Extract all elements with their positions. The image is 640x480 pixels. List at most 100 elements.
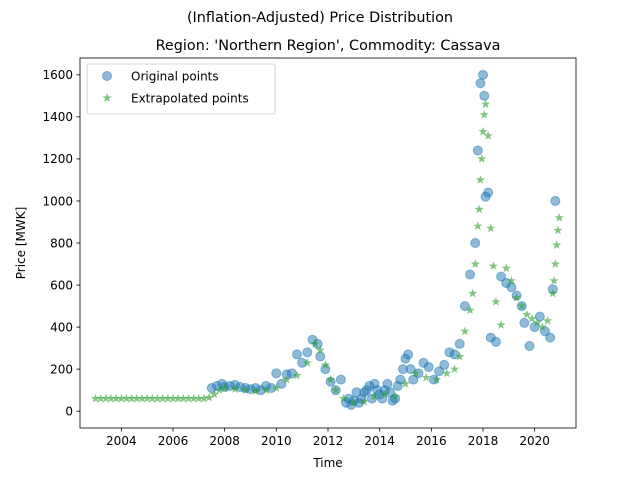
- original-point: [490, 336, 501, 347]
- extrapolated-point: [338, 393, 349, 403]
- original-point: [405, 364, 416, 375]
- extrapolated-point: [158, 393, 168, 403]
- extrapolated-point: [517, 301, 527, 310]
- extrapolated-point: [189, 393, 199, 403]
- original-point: [475, 78, 486, 89]
- extrapolated-point: [315, 345, 325, 355]
- y-tick-label: 400: [50, 320, 73, 334]
- extrapolated-point: [199, 393, 209, 403]
- original-point: [472, 145, 483, 156]
- legend: Original points Extrapolated points: [86, 63, 276, 115]
- extrapolated-point: [214, 385, 225, 395]
- legend-star-shape: [102, 93, 112, 103]
- extrapolated-point: [111, 393, 121, 403]
- extrapolated-point: [548, 288, 558, 298]
- extrapolated-point: [483, 130, 493, 140]
- extrapolated-point: [522, 309, 532, 319]
- legend-frame: [86, 63, 276, 115]
- legend-label-original: Original points: [131, 70, 219, 84]
- extrapolated-point: [168, 393, 178, 403]
- extrapolated-point: [455, 351, 465, 361]
- y-tick-label: 200: [50, 362, 73, 376]
- original-point: [395, 374, 406, 385]
- original-point: [519, 317, 530, 328]
- extrapolated-point: [261, 385, 271, 395]
- extrapolated-point: [209, 389, 219, 399]
- original-point: [459, 301, 470, 312]
- extrapolated-point: [474, 204, 484, 214]
- original-point: [454, 338, 465, 349]
- original-point: [506, 282, 517, 293]
- extrapolated-point: [147, 393, 157, 403]
- extrapolated-point: [132, 393, 142, 403]
- extrapolated-point: [349, 397, 359, 407]
- original-point: [449, 349, 460, 360]
- extrapolated-point: [163, 393, 173, 403]
- extrapolated-point: [460, 326, 470, 336]
- extrapolated-point: [506, 276, 516, 285]
- extrapolated-point: [121, 393, 132, 403]
- original-point: [550, 195, 561, 206]
- original-point: [335, 374, 346, 385]
- original-point: [403, 349, 414, 360]
- extrapolated-point: [400, 379, 411, 388]
- x-tick-label: 2004: [106, 434, 137, 448]
- extrapolated-point: [137, 393, 147, 403]
- original-point: [524, 341, 535, 352]
- extrapolated-point: [552, 240, 562, 249]
- extrapolated-point: [101, 393, 111, 403]
- original-point: [292, 349, 302, 360]
- x-tick-label: 2014: [364, 434, 395, 448]
- extrapolated-point: [220, 383, 230, 392]
- original-point: [382, 378, 393, 389]
- original-point: [423, 362, 434, 373]
- extrapolated-point: [532, 318, 542, 327]
- extrapolated-point: [411, 368, 421, 378]
- y-tick-label: 0: [65, 404, 73, 418]
- y-tick-label: 1000: [42, 194, 73, 208]
- extrapolated-point: [240, 385, 250, 395]
- original-point: [434, 366, 445, 377]
- extrapolated-point: [331, 385, 341, 395]
- extrapolated-point: [251, 386, 261, 396]
- extrapolated-point: [310, 339, 320, 348]
- original-point: [534, 311, 545, 322]
- extrapolated-point: [450, 364, 460, 374]
- extrapolated-point: [326, 374, 336, 384]
- plot-points: [90, 69, 564, 410]
- original-point: [545, 332, 556, 343]
- extrapolated-point: [431, 374, 442, 384]
- original-point: [479, 90, 490, 101]
- y-axis-label: Price [MWK]: [14, 207, 28, 280]
- extrapolated-point: [369, 391, 380, 401]
- x-tick-label: 2010: [261, 434, 292, 448]
- extrapolated-point: [491, 297, 501, 306]
- extrapolated-point: [486, 223, 496, 233]
- original-point: [302, 347, 313, 358]
- extrapolated-point: [106, 393, 116, 403]
- extrapolated-point: [421, 372, 431, 382]
- extrapolated-point: [475, 175, 485, 184]
- original-point: [315, 351, 326, 362]
- extrapolated-point: [512, 292, 522, 302]
- y-axis-ticks: 0 200 400 600 800 1000 1200 1400 1600: [42, 68, 80, 418]
- extrapolated-point: [554, 212, 564, 222]
- extrapolated-point: [178, 393, 188, 403]
- extrapolated-point: [204, 392, 214, 402]
- chart-suptitle: (Inflation-Adjusted) Price Distribution: [187, 10, 453, 26]
- extrapolated-point: [481, 99, 491, 109]
- extrapolated-point: [496, 320, 506, 329]
- extrapolated-point: [359, 396, 369, 406]
- extrapolated-point: [183, 393, 194, 403]
- y-tick-label: 1600: [42, 68, 73, 82]
- y-tick-label: 1200: [42, 152, 73, 166]
- extrapolated-point: [549, 276, 559, 285]
- extrapolated-point: [302, 358, 312, 367]
- extrapolated-point: [468, 288, 478, 298]
- original-point: [470, 238, 481, 248]
- extrapolated-point: [90, 393, 101, 403]
- extrapolated-point: [477, 154, 487, 163]
- extrapolated-point: [478, 126, 488, 136]
- y-tick-label: 800: [50, 236, 73, 250]
